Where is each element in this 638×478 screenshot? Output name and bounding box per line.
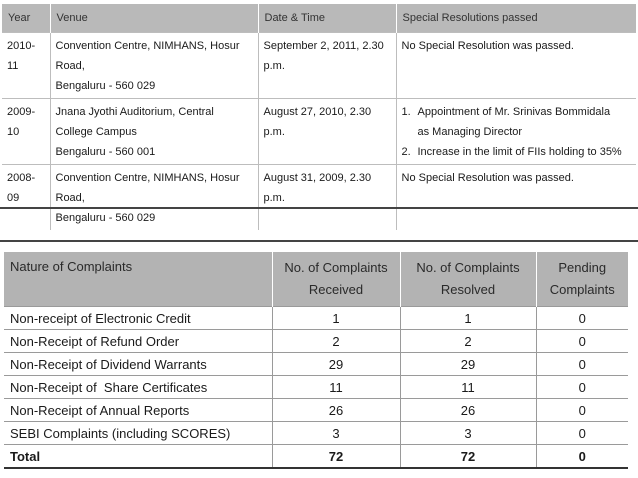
venue-line: Bengaluru - 560 001 <box>55 146 156 158</box>
agm-venue: Convention Centre, NIMHANS, Hosur Road, … <box>49 32 258 99</box>
agm-table: Year Venue Date & Time Special Resolutio… <box>2 4 636 230</box>
complaints-table: Nature of Complaints No. of Complaints R… <box>4 252 628 469</box>
complaint-row: Non-Receipt of Refund Order 2 2 0 <box>4 329 628 353</box>
header-line: No. of Complaints <box>284 260 388 275</box>
section-divider <box>0 207 638 209</box>
complaint-received: 26 <box>271 398 400 422</box>
resolution-line: as Managing Director <box>417 126 523 138</box>
venue-line: Bengaluru - 560 029 <box>55 80 156 92</box>
complaint-resolved: 1 <box>399 306 536 330</box>
header-nature: Nature of Complaints <box>4 252 272 307</box>
agm-venue: Convention Centre, NIMHANS, Hosur Road, … <box>49 164 258 230</box>
agm-row: 2009-10 Jnana Jyothi Auditorium, Central… <box>2 98 636 165</box>
agm-row: 2010-11 Convention Centre, NIMHANS, Hosu… <box>2 32 636 99</box>
complaint-row: SEBI Complaints (including SCORES) 3 3 0 <box>4 421 628 445</box>
header-line: No. of Complaints <box>416 260 520 275</box>
resolution-number: 1. <box>401 106 411 118</box>
agm-header-year: Year <box>2 4 50 33</box>
resolution-line: Appointment of Mr. Srinivas Bommidala <box>417 106 611 118</box>
complaint-received: 1 <box>271 306 400 330</box>
complaint-nature: SEBI Complaints (including SCORES) <box>4 421 272 445</box>
complaint-nature: Non-Receipt of Annual Reports <box>4 398 272 422</box>
header-line: Resolved <box>440 282 496 297</box>
complaint-pending: 0 <box>535 398 628 422</box>
complaint-nature: Non-Receipt of Share Certificates <box>4 375 272 399</box>
resolution-line: Increase in the limit of FIIs holding to… <box>417 146 622 158</box>
venue-line: Convention Centre, NIMHANS, Hosur Road, <box>55 172 240 204</box>
header-pending: Pending Complaints <box>535 252 628 307</box>
resolution-list: 1. Appointment of Mr. Srinivas Bommidala… <box>402 102 632 162</box>
complaint-pending: 0 <box>535 306 628 330</box>
resolution-number: 2. <box>401 146 411 158</box>
complaint-received: 29 <box>271 352 400 376</box>
complaints-header-row: Nature of Complaints No. of Complaints R… <box>4 252 628 307</box>
complaint-nature: Non-receipt of Electronic Credit <box>4 306 272 330</box>
header-line: Complaints <box>549 282 615 297</box>
complaint-pending: 0 <box>535 375 628 399</box>
section-divider <box>0 240 638 242</box>
agm-year: 2009-10 <box>2 98 50 165</box>
agm-datetime: August 31, 2009, 2.30 p.m. <box>257 164 396 230</box>
agm-resolution: No Special Resolution was passed. <box>395 164 636 230</box>
venue-line: Convention Centre, NIMHANS, Hosur Road, <box>55 40 240 72</box>
agm-row: 2008-09 Convention Centre, NIMHANS, Hosu… <box>2 164 636 230</box>
header-received: No. of Complaints Received <box>271 252 400 307</box>
total-label: Total <box>4 444 272 469</box>
agm-datetime: September 2, 2011, 2.30 p.m. <box>257 32 396 99</box>
complaint-nature: Non-Receipt of Refund Order <box>4 329 272 353</box>
total-row: Total 72 72 0 <box>4 444 628 469</box>
complaint-row: Non-Receipt of Share Certificates 11 11 … <box>4 375 628 399</box>
agm-header-venue: Venue <box>49 4 258 33</box>
complaint-received: 11 <box>271 375 400 399</box>
agm-header-resolutions: Special Resolutions passed <box>395 4 636 33</box>
complaint-resolved: 11 <box>399 375 536 399</box>
complaint-resolved: 29 <box>399 352 536 376</box>
venue-line: Jnana Jyothi Auditorium, Central College… <box>55 106 214 138</box>
header-line: Pending <box>558 260 607 275</box>
complaint-row: Non-Receipt of Annual Reports 26 26 0 <box>4 398 628 422</box>
agm-datetime: August 27, 2010, 2.30 p.m. <box>257 98 396 165</box>
complaint-pending: 0 <box>535 329 628 353</box>
agm-year: 2008-09 <box>2 164 50 230</box>
venue-line: Bengaluru - 560 029 <box>55 212 156 224</box>
total-received: 72 <box>271 444 400 469</box>
complaint-resolved: 26 <box>399 398 536 422</box>
agm-header-datetime: Date & Time <box>257 4 396 33</box>
resolution-item: 2. Increase in the limit of FIIs holding… <box>402 142 632 162</box>
total-resolved: 72 <box>399 444 536 469</box>
complaint-received: 3 <box>271 421 400 445</box>
complaint-pending: 0 <box>535 352 628 376</box>
agm-year: 2010-11 <box>2 32 50 99</box>
complaint-received: 2 <box>271 329 400 353</box>
complaint-nature: Non-Receipt of Dividend Warrants <box>4 352 272 376</box>
total-pending: 0 <box>535 444 628 469</box>
agm-resolution: No Special Resolution was passed. <box>395 32 636 99</box>
agm-resolution: 1. Appointment of Mr. Srinivas Bommidala… <box>395 98 636 165</box>
complaint-resolved: 3 <box>399 421 536 445</box>
agm-venue: Jnana Jyothi Auditorium, Central College… <box>49 98 258 165</box>
complaint-row: Non-receipt of Electronic Credit 1 1 0 <box>4 306 628 330</box>
complaint-row: Non-Receipt of Dividend Warrants 29 29 0 <box>4 352 628 376</box>
complaint-pending: 0 <box>535 421 628 445</box>
header-line: Received <box>308 282 364 297</box>
resolution-item: 1. Appointment of Mr. Srinivas Bommidala… <box>402 102 632 142</box>
header-resolved: No. of Complaints Resolved <box>399 252 536 307</box>
agm-header-row: Year Venue Date & Time Special Resolutio… <box>2 4 636 33</box>
complaint-resolved: 2 <box>399 329 536 353</box>
